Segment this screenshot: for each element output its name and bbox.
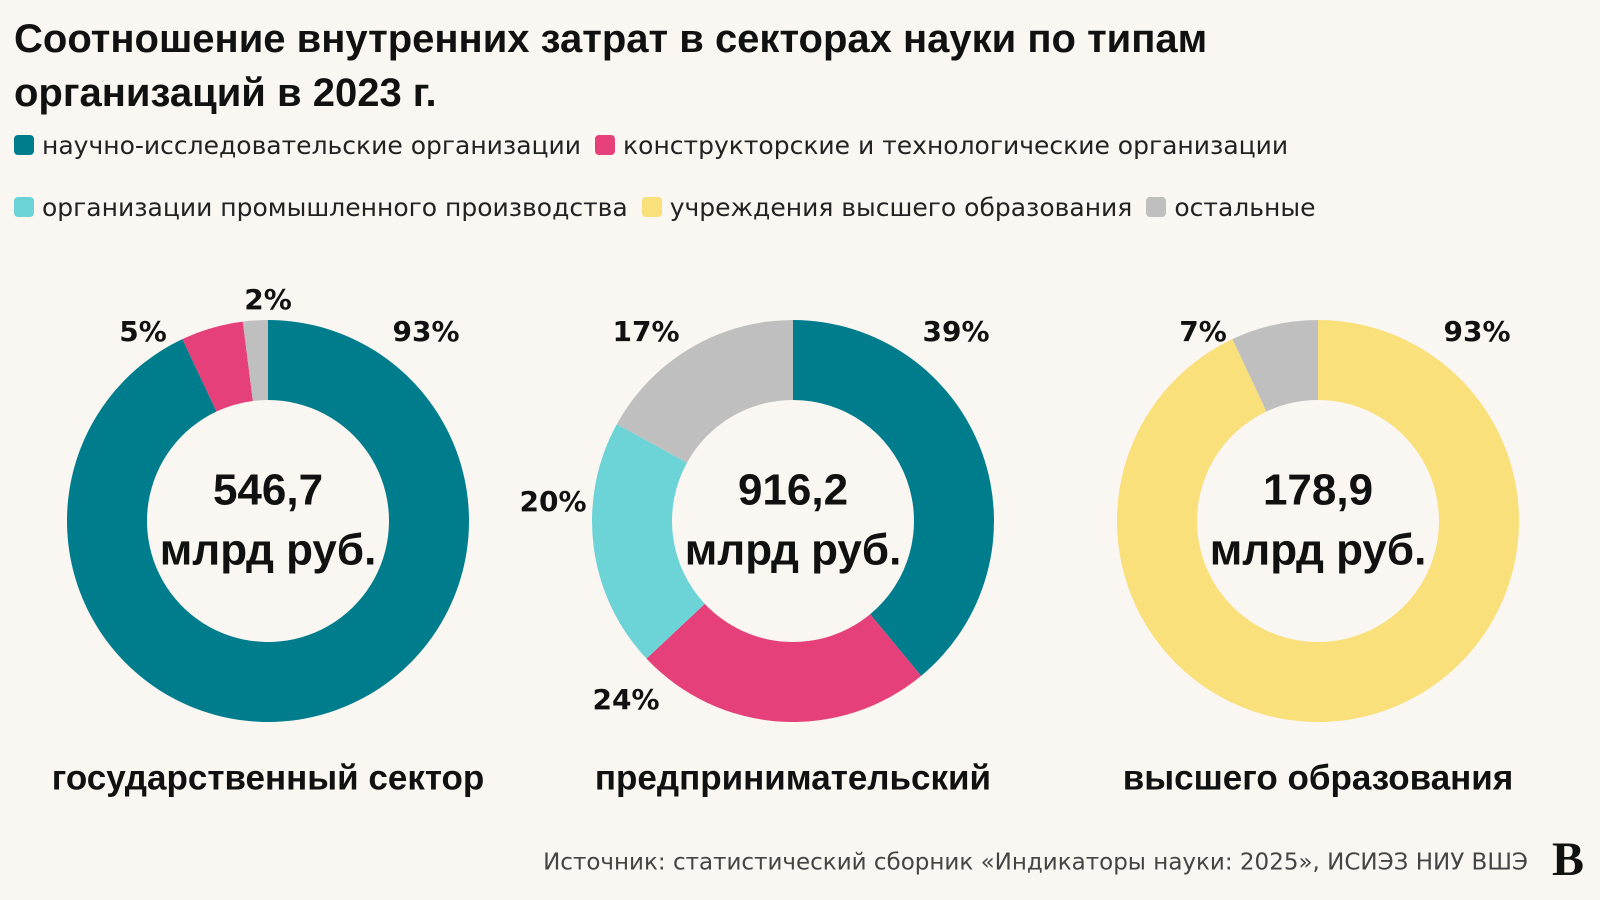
legend: научно-исследовательские организации конс… xyxy=(14,130,1454,222)
value-label: 24% xyxy=(592,683,659,716)
legend-label: научно-исследовательские организации xyxy=(42,130,582,160)
legend-swatch xyxy=(14,135,34,155)
value-label: 39% xyxy=(922,315,989,348)
center-label: млрд руб. xyxy=(685,526,902,575)
legend-label: остальные xyxy=(1174,192,1316,222)
legend-item: научно-исследовательские организации xyxy=(14,130,581,160)
legend-label: конструкторские и технологические органи… xyxy=(623,130,1289,160)
title: Соотношение внутренних затрат в секторах… xyxy=(14,17,1208,115)
logo: В xyxy=(1552,833,1584,886)
legend-item: конструкторские и технологические органи… xyxy=(595,130,1288,160)
value-label: 20% xyxy=(519,485,586,518)
center-label: млрд руб. xyxy=(160,526,377,575)
center-label: 546,7 xyxy=(213,466,323,515)
donut-slice xyxy=(182,321,253,412)
legend-label: учреждения высшего образования xyxy=(669,192,1133,222)
legend-swatch xyxy=(595,135,616,155)
donut-slice xyxy=(646,603,922,722)
legend-swatch xyxy=(14,197,34,217)
value-label: 93% xyxy=(1443,315,1510,348)
center-label: 916,2 xyxy=(738,466,848,515)
center-label: 178,9 xyxy=(1263,466,1373,515)
legend-swatch xyxy=(1146,197,1167,217)
chart-label: предпринимательский xyxy=(595,758,991,797)
donut-slice xyxy=(242,320,268,401)
value-label: 7% xyxy=(1179,315,1227,348)
donut-slice xyxy=(1116,320,1519,723)
chart-label: государственный сектор xyxy=(52,758,485,797)
donut-slice xyxy=(66,320,469,723)
donut-slice xyxy=(793,320,994,676)
legend-label: организации промышленного производства xyxy=(42,192,628,222)
value-label: 5% xyxy=(119,315,167,348)
legend-swatch xyxy=(641,197,662,217)
donut-slice xyxy=(1232,320,1318,412)
source: Источник: статистический сборник «Индика… xyxy=(543,850,1528,876)
center-label: млрд руб. xyxy=(1210,526,1427,575)
donut-slice xyxy=(591,424,705,659)
value-label: 2% xyxy=(244,283,292,316)
chart-label: высшего образования xyxy=(1123,758,1514,797)
value-label: 17% xyxy=(612,315,679,348)
legend-item: остальные xyxy=(1146,192,1315,222)
value-label: 93% xyxy=(392,315,459,348)
legend-item: организации промышленного производства xyxy=(14,192,628,222)
donut-slice xyxy=(616,320,793,463)
legend-item: учреждения высшего образования xyxy=(641,192,1133,222)
